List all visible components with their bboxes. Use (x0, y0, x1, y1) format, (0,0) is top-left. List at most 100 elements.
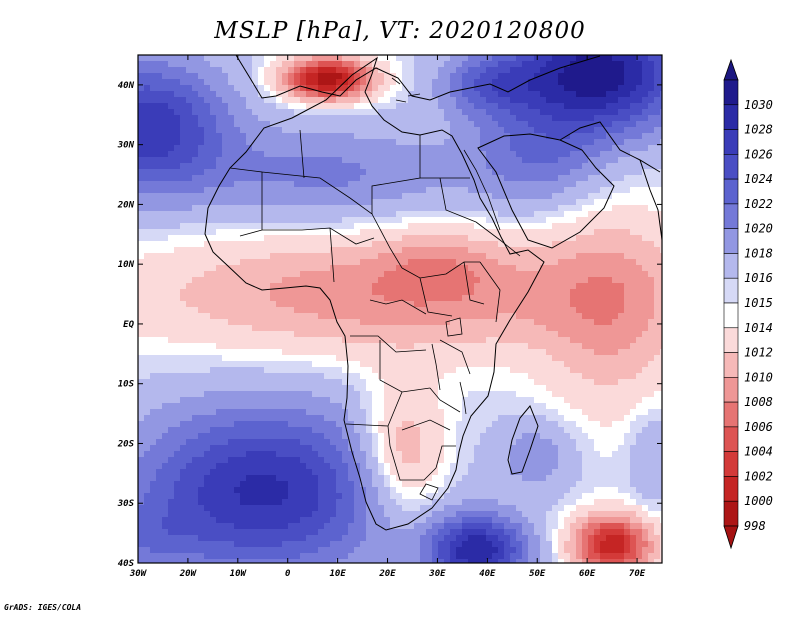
field-cell (354, 145, 361, 152)
field-cell (510, 271, 517, 278)
field-cell (528, 133, 535, 140)
field-cell (462, 337, 469, 344)
field-cell (216, 271, 223, 278)
field-cell (348, 379, 355, 386)
field-cell (372, 193, 379, 200)
field-cell (426, 127, 433, 134)
field-cell (486, 235, 493, 242)
field-cell (366, 385, 373, 392)
field-cell (240, 325, 247, 332)
field-cell (444, 151, 451, 158)
field-cell (450, 121, 457, 128)
field-cell (246, 391, 253, 398)
field-cell (270, 229, 277, 236)
field-cell (630, 349, 637, 356)
field-cell (150, 157, 157, 164)
field-cell (300, 313, 307, 320)
field-cell (594, 235, 601, 242)
field-cell (420, 73, 427, 80)
field-cell (570, 367, 577, 374)
field-cell (150, 391, 157, 398)
field-cell (138, 151, 145, 158)
field-cell (648, 187, 655, 194)
field-cell (192, 73, 199, 80)
field-cell (336, 355, 343, 362)
field-cell (450, 109, 457, 116)
field-cell (594, 295, 601, 302)
field-cell (300, 145, 307, 152)
field-cell (594, 367, 601, 374)
field-cell (558, 355, 565, 362)
field-cell (330, 289, 337, 296)
field-cell (180, 247, 187, 254)
field-cell (228, 307, 235, 314)
field-cell (150, 73, 157, 80)
field-cell (414, 145, 421, 152)
field-cell (246, 181, 253, 188)
field-cell (600, 97, 607, 104)
field-cell (288, 331, 295, 338)
field-cell (300, 79, 307, 86)
field-cell (198, 241, 205, 248)
field-cell (462, 391, 469, 398)
field-cell (582, 271, 589, 278)
field-cell (450, 133, 457, 140)
field-cell (324, 127, 331, 134)
field-cell (462, 163, 469, 170)
field-cell (216, 355, 223, 362)
field-cell (618, 229, 625, 236)
field-cell (426, 337, 433, 344)
field-cell (498, 301, 505, 308)
field-cell (582, 121, 589, 128)
field-cell (450, 97, 457, 104)
field-cell (618, 151, 625, 158)
field-cell (546, 103, 553, 110)
field-cell (546, 307, 553, 314)
field-cell (378, 121, 385, 128)
field-cell (498, 277, 505, 284)
field-cell (192, 199, 199, 206)
field-cell (222, 349, 229, 356)
field-cell (558, 325, 565, 332)
field-cell (246, 331, 253, 338)
field-cell (414, 313, 421, 320)
field-cell (420, 331, 427, 338)
field-cell (450, 379, 457, 386)
field-cell (444, 205, 451, 212)
field-cell (474, 271, 481, 278)
field-cell (240, 253, 247, 260)
field-cell (324, 97, 331, 104)
field-cell (636, 97, 643, 104)
field-cell (636, 61, 643, 68)
field-cell (618, 241, 625, 248)
field-cell (486, 277, 493, 284)
field-cell (282, 211, 289, 218)
field-cell (384, 271, 391, 278)
field-cell (516, 79, 523, 86)
field-cell (150, 205, 157, 212)
field-cell (264, 79, 271, 86)
field-cell (462, 127, 469, 134)
field-cell (324, 217, 331, 224)
field-cell (228, 355, 235, 362)
field-cell (510, 73, 517, 80)
field-cell (624, 193, 631, 200)
field-cell (150, 163, 157, 170)
field-cell (228, 199, 235, 206)
field-cell (234, 295, 241, 302)
field-cell (378, 139, 385, 146)
field-cell (336, 85, 343, 92)
field-cell (486, 307, 493, 314)
field-cell (396, 205, 403, 212)
field-cell (240, 385, 247, 392)
field-cell (264, 181, 271, 188)
field-cell (564, 163, 571, 170)
field-cell (354, 133, 361, 140)
field-cell (492, 223, 499, 230)
field-cell (150, 67, 157, 74)
field-cell (612, 121, 619, 128)
field-cell (618, 55, 625, 62)
field-cell (516, 349, 523, 356)
field-cell (264, 355, 271, 362)
field-cell (648, 109, 655, 116)
